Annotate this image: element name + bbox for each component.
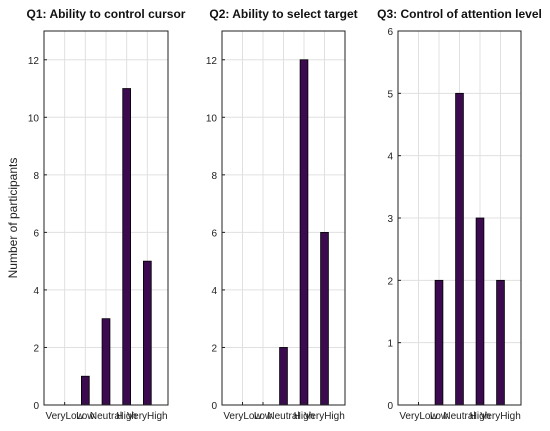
panel-3-xtick-label-verylow: VeryLow bbox=[399, 411, 438, 422]
y-axis-label: Number of participants bbox=[6, 158, 20, 279]
panel-2-bar-veryhigh bbox=[320, 231, 329, 406]
panel-1-ytick-label: 6 bbox=[33, 228, 39, 239]
panel-3-ytick-label: 0 bbox=[387, 401, 393, 412]
panel-3-bar-neutral bbox=[455, 92, 464, 406]
panel-3-bar-veryhigh bbox=[496, 279, 505, 406]
panel-3-ytick-label: 3 bbox=[387, 214, 393, 225]
panel-3-title: Q3: Control of attention level bbox=[377, 7, 542, 21]
panel-1-xtick-label-low: Low bbox=[76, 411, 95, 422]
panel-1-ytick-label: 8 bbox=[33, 171, 39, 182]
panel-1-title: Q1: Ability to control cursor bbox=[27, 7, 186, 21]
panel-2-bar-high bbox=[299, 59, 309, 406]
panel-1-ytick-label: 12 bbox=[28, 56, 40, 67]
panel-3-bar-low bbox=[434, 279, 444, 406]
panel-1-bar-high bbox=[122, 88, 131, 406]
panel-2-ytick-label: 0 bbox=[211, 401, 217, 412]
panel-3-xtick-label-neutral: Neutral bbox=[443, 411, 475, 422]
panel-1-bar-neutral bbox=[101, 318, 111, 406]
panel-3-ytick-label: 5 bbox=[387, 89, 393, 100]
panel-3-ytick-label: 2 bbox=[387, 276, 393, 287]
panel-1-xtick-label-verylow: VeryLow bbox=[45, 411, 84, 422]
panel-3-xtick-label-low: Low bbox=[430, 411, 449, 422]
panel-1-xtick-label-veryhigh: VeryHigh bbox=[127, 411, 168, 422]
panel-3-xtick-label-high: High bbox=[470, 411, 491, 422]
panel-2-xtick-label-verylow: VeryLow bbox=[223, 411, 262, 422]
panel-2-ytick-label: 8 bbox=[211, 171, 217, 182]
panel-3-bar-high bbox=[475, 217, 485, 406]
panel-1-ytick-label: 10 bbox=[28, 113, 40, 124]
panel-2-ytick-label: 4 bbox=[211, 286, 217, 297]
panel-2-xtick-label-high: High bbox=[294, 411, 315, 422]
panel-2-xtick-label-low: Low bbox=[254, 411, 273, 422]
panel-1-xtick-label-high: High bbox=[116, 411, 137, 422]
panel-3-xtick-label-veryhigh: VeryHigh bbox=[480, 411, 521, 422]
panel-2-xtick-label-neutral: Neutral bbox=[267, 411, 299, 422]
panel-3-ytick-label: 1 bbox=[387, 339, 393, 350]
panel-3-ytick-label: 4 bbox=[387, 152, 393, 163]
panel-2-ytick-label: 6 bbox=[211, 228, 217, 239]
panel-2-xtick-label-veryhigh: VeryHigh bbox=[304, 411, 345, 422]
panel-3-ytick-label: 6 bbox=[387, 27, 393, 38]
panel-1-ytick-label: 4 bbox=[33, 286, 39, 297]
panel-2-bar-neutral bbox=[279, 347, 288, 406]
panel-1-ytick-label: 0 bbox=[33, 401, 39, 412]
panel-2-ytick-label: 12 bbox=[206, 56, 218, 67]
panel-2-ytick-label: 10 bbox=[206, 113, 218, 124]
panel-2-title: Q2: Ability to select target bbox=[209, 7, 357, 21]
panel-1-ytick-label: 2 bbox=[33, 343, 39, 354]
panel-1-bar-veryhigh bbox=[143, 260, 152, 406]
panel-1-xtick-label-neutral: Neutral bbox=[90, 411, 122, 422]
panel-2-ytick-label: 2 bbox=[211, 343, 217, 354]
panel-1-bar-low bbox=[81, 375, 90, 406]
